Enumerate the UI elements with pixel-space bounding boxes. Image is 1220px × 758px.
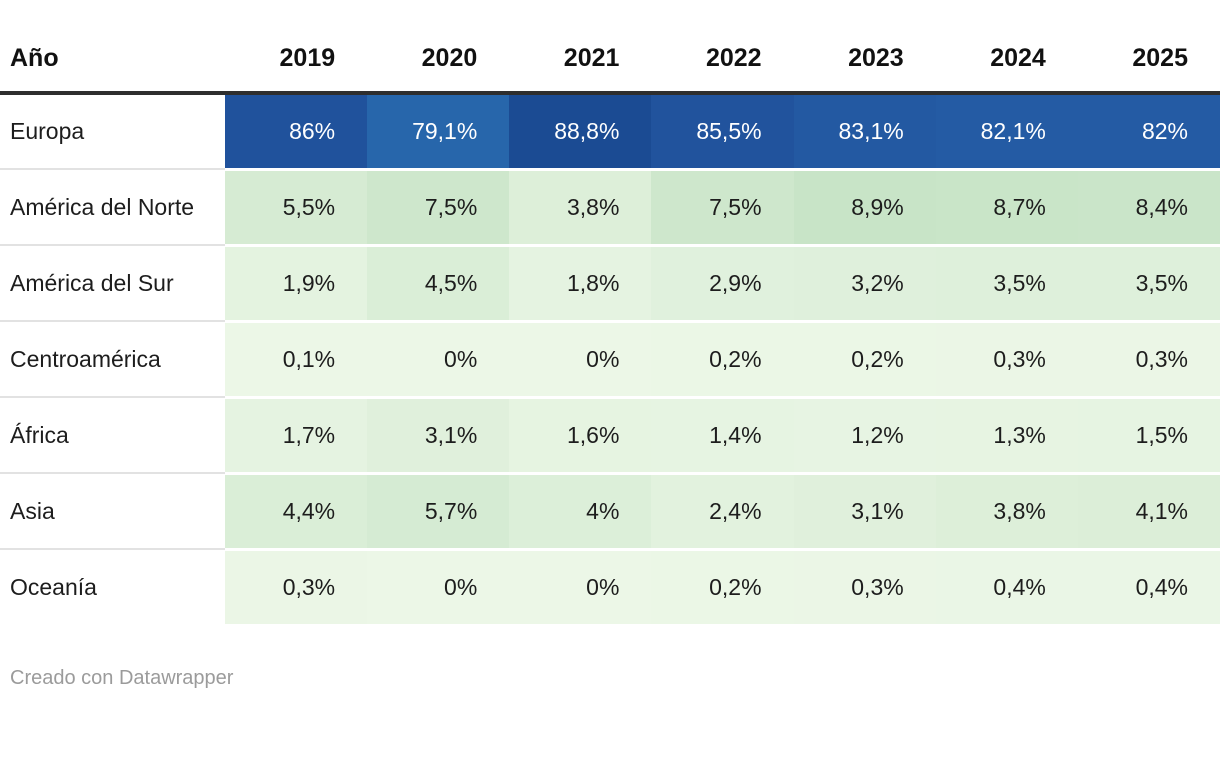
table-row: Europa 86% 79,1% 88,8% 85,5% 83,1% 82,1% 82% [0,95,1220,168]
attribution-text: Creado con Datawrapper [10,667,234,689]
header-row: Año 2019 2020 2021 2022 2023 2024 2025 [0,30,1220,95]
value-cell: 1,2% [793,396,936,472]
value-cell: 83,1% [793,95,936,168]
row-label: Oceanía [0,548,225,624]
row-label: América del Sur [0,244,225,320]
value-cell: 4,1% [1077,472,1220,548]
value-cell: 1,6% [509,396,652,472]
table-row: América del Sur 1,9% 4,5% 1,8% 2,9% 3,2% 3,5% 3… [0,244,1220,320]
value-cell: 0,1% [225,320,368,396]
row-label: África [0,396,225,472]
value-cell: 2,9% [651,244,794,320]
value-cell: 0,3% [225,548,368,624]
value-cell: 0,2% [651,320,794,396]
year-header: 2021 [509,30,652,95]
value-cell: 4% [509,472,652,548]
value-cell: 3,1% [793,472,936,548]
row-label: Europa [0,95,225,168]
value-cell: 4,5% [367,244,510,320]
value-cell: 2,4% [651,472,794,548]
value-cell: 3,5% [935,244,1078,320]
value-cell: 0% [367,320,510,396]
year-header: 2024 [935,30,1078,95]
value-cell: 0,3% [1077,320,1220,396]
value-cell: 86% [225,95,368,168]
value-cell: 3,8% [509,168,652,244]
row-label: Centroamérica [0,320,225,396]
value-cell: 1,8% [509,244,652,320]
table-row: América del Norte 5,5% 7,5% 3,8% 7,5% 8,9% 8,7… [0,168,1220,244]
value-cell: 5,5% [225,168,368,244]
value-cell: 1,3% [935,396,1078,472]
value-cell: 85,5% [651,95,794,168]
table-row: Oceanía 0,3% 0% 0% 0,2% 0,3% 0,4% 0,4% [0,548,1220,624]
value-cell: 82,1% [935,95,1078,168]
year-header: 2022 [651,30,794,95]
year-header: 2020 [367,30,510,95]
table-row: Asia 4,4% 5,7% 4% 2,4% 3,1% 3,8% 4,1% [0,472,1220,548]
value-cell: 5,7% [367,472,510,548]
value-cell: 0% [509,320,652,396]
value-cell: 1,4% [651,396,794,472]
value-cell: 3,8% [935,472,1078,548]
value-cell: 0,4% [1077,548,1220,624]
value-cell: 0,3% [793,548,936,624]
table-row: Centroamérica 0,1% 0% 0% 0,2% 0,2% 0,3% 0,3% [0,320,1220,396]
value-cell: 79,1% [367,95,510,168]
value-cell: 7,5% [651,168,794,244]
heatmap-table: Año 2019 2020 2021 2022 2023 2024 2025 Europa 8… [0,30,1220,624]
value-cell: 0% [367,548,510,624]
year-header: 2019 [225,30,368,95]
value-cell: 7,5% [367,168,510,244]
value-cell: 3,2% [793,244,936,320]
value-cell: 0,2% [793,320,936,396]
table-row: África 1,7% 3,1% 1,6% 1,4% 1,2% 1,3% 1,5% [0,396,1220,472]
row-label: América del Norte [0,168,225,244]
value-cell: 88,8% [509,95,652,168]
value-cell: 0,2% [651,548,794,624]
value-cell: 0,4% [935,548,1078,624]
year-header: 2025 [1077,30,1220,95]
value-cell: 8,4% [1077,168,1220,244]
value-cell: 3,5% [1077,244,1220,320]
year-header: 2023 [793,30,936,95]
label-column-header: Año [0,30,225,95]
value-cell: 8,7% [935,168,1078,244]
value-cell: 3,1% [367,396,510,472]
value-cell: 82% [1077,95,1220,168]
value-cell: 8,9% [793,168,936,244]
value-cell: 1,9% [225,244,368,320]
value-cell: 0% [509,548,652,624]
value-cell: 1,5% [1077,396,1220,472]
row-label: Asia [0,472,225,548]
value-cell: 0,3% [935,320,1078,396]
value-cell: 4,4% [225,472,368,548]
value-cell: 1,7% [225,396,368,472]
